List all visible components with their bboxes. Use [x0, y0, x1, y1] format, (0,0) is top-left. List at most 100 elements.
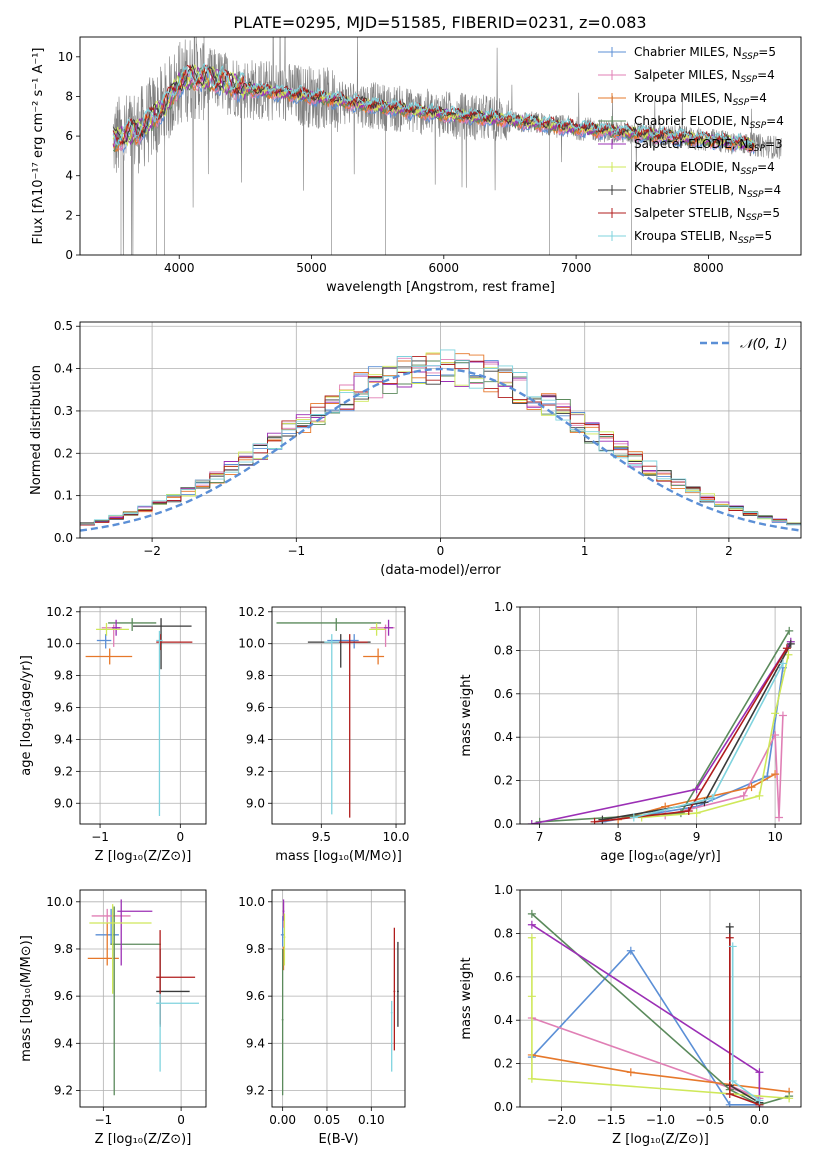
mass-vs-EBV-point — [390, 1000, 393, 1072]
massweight-vs-Z-marker — [527, 909, 536, 918]
massweight-vs-Z-marker — [725, 922, 734, 931]
massweight-vs-Z-xtick-label: −1.5 — [596, 1113, 625, 1127]
spectrum-xlabel: wavelength [Angstrom, rest frame] — [326, 280, 555, 295]
massweight-vs-Z-marker — [785, 1094, 794, 1103]
mass-vs-EBV-xlabel: E(B-V) — [318, 1132, 358, 1147]
residuals-ytick-label: 0.4 — [54, 362, 73, 376]
mass-vs-EBV-ytick-label: 10.0 — [238, 895, 265, 909]
residuals-legend: 𝒩(0, 1) — [700, 337, 787, 352]
legend-entry: Chabrier MILES, NSSP=5 — [634, 45, 776, 62]
massweight-vs-Z-xtick-label: −0.5 — [695, 1113, 724, 1127]
age-vs-mass-ytick-label: 9.2 — [246, 764, 265, 778]
spectrum-xtick-label: 5000 — [296, 261, 327, 275]
mass-vs-Z-point — [91, 908, 131, 924]
massweight-vs-Z-plot-area — [520, 890, 801, 1107]
mass-vs-Z-xlabel: Z [log₁₀(Z/Z⊙)] — [95, 1132, 192, 1147]
massweight-vs-age-series-line — [531, 641, 792, 824]
massweight-vs-Z-series-line — [729, 937, 760, 1106]
figure-title: PLATE=0295, MJD=51585, FIBERID=0231, z=0… — [233, 13, 646, 32]
mass-vs-Z-ylabel: mass [log₁₀(M/M⊙)] — [19, 935, 34, 1062]
massweight-vs-age-xtick-label: 10 — [767, 830, 782, 844]
spectrum-ytick-label: 8 — [65, 89, 73, 103]
mass-vs-Z-point — [117, 899, 153, 966]
residuals-frame — [79, 321, 802, 539]
mass-vs-EBV-xtick-label: 0.10 — [358, 1113, 385, 1127]
age-vs-Z-point — [96, 622, 129, 636]
massweight-vs-Z-marker — [728, 942, 737, 951]
residuals-axes: −2 −1 0 1 2 0.0 0.1 0.2 0.3 0.4 0.5 (data-model)/er… — [29, 319, 802, 578]
residuals-xlabel: (data-model)/error — [380, 563, 501, 578]
age-vs-mass-ytick-label: 10.2 — [238, 605, 265, 619]
mass-vs-Z-point — [156, 930, 196, 1025]
mass-vs-Z-ytick-label: 9.4 — [54, 1036, 73, 1050]
residuals-ytick-label: 0.5 — [54, 319, 73, 333]
massweight-vs-Z-marker — [725, 1089, 734, 1098]
massweight-vs-Z-ytick-label: 1.0 — [494, 883, 513, 897]
gaussian-curve — [80, 367, 801, 532]
massweight-vs-Z-marker — [626, 946, 635, 955]
age-vs-Z-ytick-label: 9.4 — [54, 732, 73, 746]
age-vs-Z-ytick-label: 10.2 — [46, 605, 73, 619]
massweight-vs-age-marker — [785, 626, 794, 635]
massweight-vs-age-marker — [676, 809, 685, 818]
residuals-xtick-label: −2 — [143, 544, 161, 558]
massweight-vs-age-marker — [775, 813, 784, 822]
legend-entry: Chabrier STELIB, NSSP=4 — [634, 183, 781, 200]
massweight-vs-age-frame — [519, 606, 802, 825]
massweight-vs-age-ytick-label: 0.4 — [494, 730, 513, 744]
residuals-xtick-label: −1 — [287, 544, 305, 558]
age-vs-mass-marks — [272, 607, 405, 824]
residuals-xtick-label: 2 — [725, 544, 733, 558]
massweight-vs-age-series-line — [602, 667, 784, 823]
residuals-marks — [80, 322, 801, 538]
massweight-vs-Z-xtick-label: −2.0 — [547, 1113, 576, 1127]
age-vs-mass-point — [384, 619, 394, 636]
massweight-vs-Z-series-line — [531, 949, 760, 1106]
massweight-vs-age-series-line — [539, 630, 790, 823]
age-vs-mass-frame — [271, 606, 406, 825]
massweight-vs-Z-marker — [725, 1100, 734, 1107]
residuals-ytick-label: 0.3 — [54, 404, 73, 418]
age-vs-mass-axes: 9.5 10.0 9.0 9.2 9.4 9.6 9.8 10.0 10.2 mass [log₁… — [238, 605, 409, 864]
age-vs-mass-xtick-label: 10.0 — [383, 830, 410, 844]
massweight-vs-Z-marker — [527, 1074, 536, 1083]
massweight-vs-age-marker — [598, 815, 607, 824]
age-vs-Z-plot-area — [80, 607, 206, 824]
legend-entry: Salpeter MILES, NSSP=4 — [634, 68, 775, 85]
age-vs-Z-ytick-label: 9.6 — [54, 701, 73, 715]
age-vs-mass-xlabel: mass [log₁₀(M/M⊙)] — [275, 849, 402, 864]
mass-vs-Z-marks — [80, 890, 206, 1107]
age-vs-Z-ytick-label: 9.8 — [54, 669, 73, 683]
mass-vs-EBV-point — [282, 899, 285, 921]
age-vs-mass-ytick-label: 9.0 — [246, 796, 265, 810]
mass-vs-Z-axes: −1 0 9.2 9.4 9.6 9.8 10.0 Z [log₁₀(Z/Z⊙)] mass [… — [19, 889, 207, 1147]
legend-entry: Kroupa ELODIE, NSSP=4 — [634, 160, 775, 177]
residuals-xtick-label: 0 — [437, 544, 445, 558]
age-vs-Z-marks — [80, 607, 206, 824]
mass-vs-EBV-point — [283, 913, 286, 966]
massweight-vs-age-xlabel: age [log₁₀(age/yr)] — [600, 849, 721, 864]
massweight-vs-Z-ytick-label: 0.0 — [494, 1100, 513, 1114]
age-vs-mass-ytick-label: 9.8 — [246, 669, 265, 683]
massweight-vs-age-ytick-label: 0.0 — [494, 817, 513, 831]
massweight-vs-age-plot-area — [520, 607, 801, 824]
residuals-ytick-label: 0.2 — [54, 446, 73, 460]
age-vs-mass-point — [276, 618, 382, 631]
massweight-vs-Z-marker — [728, 1076, 737, 1085]
age-vs-mass-point — [307, 634, 371, 668]
massweight-vs-age-marks — [520, 607, 801, 824]
age-vs-Z-ytick-label: 9.2 — [54, 764, 73, 778]
mass-vs-Z-point — [89, 904, 152, 994]
massweight-vs-Z-axes: −2.0 −1.5 −1.0 −0.5 0.0 0.0 0.2 0.4 0.6 0.8 1.0 Z [… — [459, 883, 802, 1147]
age-vs-Z-point — [112, 619, 121, 636]
spectrum-xtick-label: 8000 — [693, 261, 724, 275]
residuals-ylabel: Normed distribution — [29, 365, 44, 495]
residual-histogram — [80, 349, 801, 538]
massweight-vs-age-xtick-label: 7 — [536, 830, 544, 844]
massweight-vs-Z-xtick-label: 0.0 — [750, 1113, 769, 1127]
mass-vs-EBV-ytick-label: 9.6 — [246, 989, 265, 1003]
mass-vs-Z-ytick-label: 9.2 — [54, 1083, 73, 1097]
massweight-vs-age-marker — [771, 770, 780, 779]
spectrum-ytick-label: 10 — [58, 50, 73, 64]
